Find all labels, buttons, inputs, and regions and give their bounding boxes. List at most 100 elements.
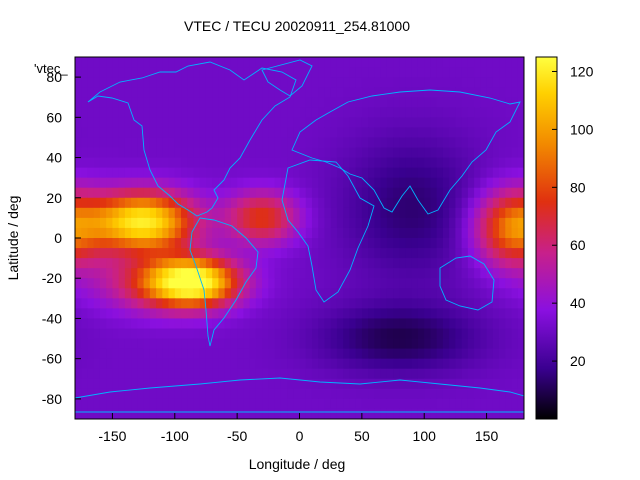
heatmap-cell <box>467 308 475 319</box>
heatmap-cell <box>330 298 338 309</box>
heatmap-cell <box>255 268 263 279</box>
heatmap-cell <box>424 107 431 118</box>
heatmap-cell <box>199 187 207 199</box>
heatmap-cell <box>230 358 238 370</box>
heatmap-cell <box>343 278 350 289</box>
heatmap-cell <box>311 167 319 179</box>
heatmap-cell <box>311 107 319 118</box>
heatmap-cell <box>467 77 475 88</box>
heatmap-cell <box>318 157 325 169</box>
heatmap-cell <box>168 358 176 370</box>
heatmap-cell <box>411 398 419 410</box>
heatmap-cell <box>511 378 519 390</box>
heatmap-cell <box>224 177 232 189</box>
heatmap-cell <box>449 288 456 299</box>
heatmap-cell <box>262 87 269 98</box>
heatmap-cell <box>224 117 232 128</box>
heatmap-cell <box>486 258 494 269</box>
heatmap-cell <box>374 107 382 118</box>
heatmap-cell <box>237 378 244 390</box>
heatmap-cell <box>380 77 388 88</box>
heatmap-cell <box>368 388 375 400</box>
colorbar-tick-label: 80 <box>570 179 586 195</box>
heatmap-cell <box>212 87 219 98</box>
heatmap-cell <box>411 137 419 148</box>
heatmap-cell <box>268 408 276 420</box>
heatmap-cell <box>137 258 145 269</box>
heatmap-cell <box>87 67 95 78</box>
heatmap-cell <box>174 157 182 169</box>
heatmap-cell <box>93 268 101 279</box>
heatmap-cell <box>131 408 138 420</box>
heatmap-cell <box>199 408 207 420</box>
heatmap-cell <box>480 308 488 319</box>
heatmap-cell <box>149 217 157 229</box>
heatmap-cell <box>218 157 226 169</box>
heatmap-cell <box>137 207 145 219</box>
heatmap-cell <box>474 328 481 340</box>
heatmap-cell <box>243 147 251 159</box>
heatmap-cell <box>324 197 332 209</box>
heatmap-cell <box>205 258 213 269</box>
heatmap-cell <box>517 268 525 279</box>
heatmap-cell <box>143 308 151 319</box>
heatmap-cell <box>268 368 276 380</box>
heatmap-cell <box>224 107 232 118</box>
heatmap-cell <box>293 187 300 199</box>
heatmap-cell <box>424 268 431 279</box>
heatmap-cell <box>499 278 506 289</box>
heatmap-cell <box>380 177 388 189</box>
heatmap-cell <box>343 57 350 68</box>
heatmap-cell <box>480 217 488 229</box>
heatmap-cell <box>137 268 145 279</box>
heatmap-cell <box>430 338 438 350</box>
heatmap-cell <box>237 57 244 68</box>
heatmap-cell <box>355 348 363 360</box>
heatmap-cell <box>349 238 357 249</box>
heatmap-cell <box>411 298 419 309</box>
heatmap-cell <box>287 358 294 370</box>
heatmap-cell <box>99 57 107 68</box>
heatmap-cell <box>324 177 332 189</box>
heatmap-cell <box>399 87 407 98</box>
heatmap-cell <box>168 207 176 219</box>
heatmap-cell <box>87 268 95 279</box>
heatmap-cell <box>255 248 263 259</box>
heatmap-cell <box>411 77 419 88</box>
heatmap-cell <box>311 368 319 380</box>
heatmap-cell <box>417 358 425 370</box>
heatmap-cell <box>224 308 232 319</box>
heatmap-cell <box>131 207 138 219</box>
heatmap-cell <box>517 248 525 259</box>
heatmap-cell <box>181 368 188 380</box>
heatmap-cell <box>230 288 238 299</box>
heatmap-cell <box>212 258 219 269</box>
heatmap-cell <box>492 248 500 259</box>
heatmap-cell <box>374 57 382 68</box>
heatmap-cell <box>336 147 344 159</box>
heatmap-cell <box>305 97 313 108</box>
heatmap-cell <box>106 358 113 370</box>
heatmap-cell <box>224 288 232 299</box>
heatmap-cell <box>218 298 226 309</box>
heatmap-cell <box>355 107 363 118</box>
heatmap-cell <box>349 408 357 420</box>
heatmap-cell <box>511 288 519 299</box>
heatmap-cell <box>124 97 132 108</box>
heatmap-cell <box>87 217 95 229</box>
heatmap-cell <box>349 308 357 319</box>
heatmap-cell <box>480 408 488 420</box>
heatmap-cell <box>311 288 319 299</box>
heatmap-cell <box>492 147 500 159</box>
heatmap-cell <box>467 177 475 189</box>
heatmap-cell <box>106 368 113 380</box>
heatmap-cell <box>112 328 120 340</box>
heatmap-cell <box>517 368 525 380</box>
heatmap-cell <box>106 227 113 239</box>
heatmap-cell <box>517 117 525 128</box>
heatmap-cell <box>374 227 382 239</box>
heatmap-cell <box>474 408 481 420</box>
heatmap-cell <box>280 378 288 390</box>
heatmap-cell <box>218 127 226 138</box>
heatmap-cell <box>131 328 138 340</box>
